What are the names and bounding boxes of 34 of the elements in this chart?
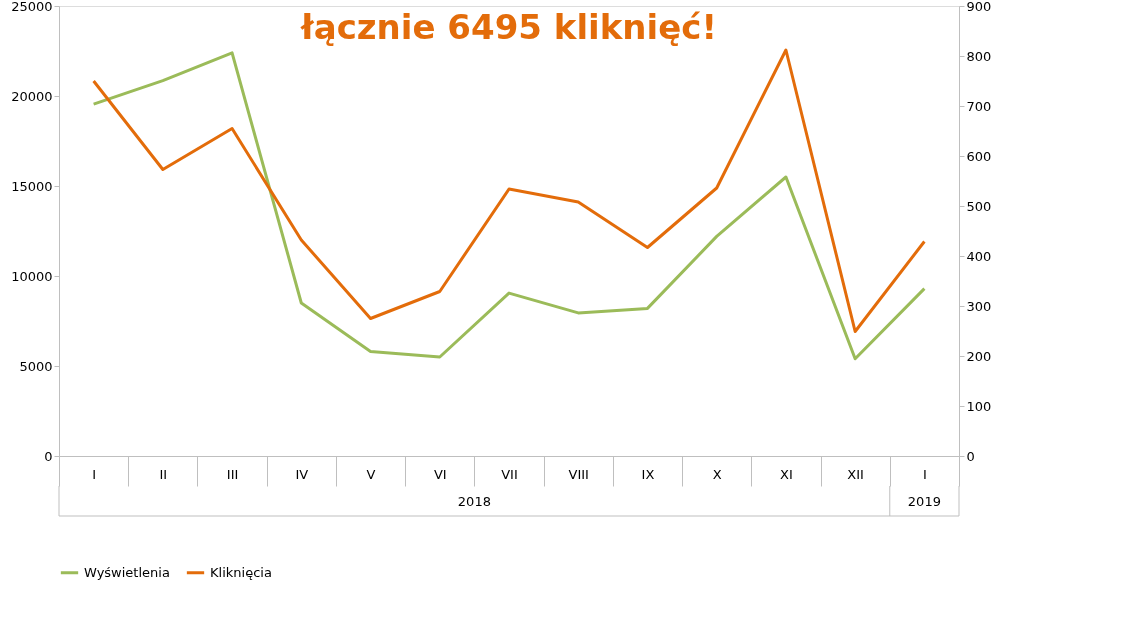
y2-tick-label: 700 [966, 98, 992, 114]
x-tick-label: VIII [568, 466, 589, 482]
x-tick-label: VII [501, 466, 518, 482]
y-tick-label: 25000 [11, 0, 53, 14]
y-tick-label: 20000 [11, 88, 53, 104]
x-tick-label: VI [433, 466, 447, 482]
x-tick-label: V [366, 466, 376, 482]
y2-tick-label: 0 [966, 448, 975, 464]
x-tick-label: X [712, 466, 722, 482]
y2-tick-label: 500 [966, 198, 992, 214]
y-tick-label: 5000 [19, 358, 53, 374]
y-tick-label: 15000 [11, 178, 53, 194]
y-tick-label: 10000 [11, 268, 53, 284]
x-tick-label: I [922, 466, 927, 482]
legend-label: Kliknięcia [210, 564, 272, 580]
y2-tick-label: 400 [966, 248, 992, 264]
x-tick-label: III [226, 466, 239, 482]
y2-tick-label: 300 [966, 298, 992, 314]
x-tick-label: XI [780, 466, 793, 482]
y2-tick-label: 800 [966, 48, 992, 64]
text: 2019 [907, 494, 941, 509]
chart-title: łącznie 6495 kliknięć! [300, 7, 717, 47]
y2-tick-label: 600 [966, 148, 992, 164]
x-tick-label: II [159, 466, 168, 482]
x-tick-label: I [92, 466, 97, 482]
text: 2018 [457, 494, 491, 509]
y2-tick-label: 100 [966, 398, 992, 414]
y-tick-label: 0 [44, 448, 53, 464]
x-tick-label: IV [295, 466, 309, 482]
x-tick-label: IX [641, 466, 655, 482]
y2-tick-label: 900 [966, 0, 992, 14]
y2-tick-label: 200 [966, 348, 992, 364]
x-tick-label: XII [847, 466, 864, 482]
legend-label: Wyświetlenia [84, 564, 170, 580]
